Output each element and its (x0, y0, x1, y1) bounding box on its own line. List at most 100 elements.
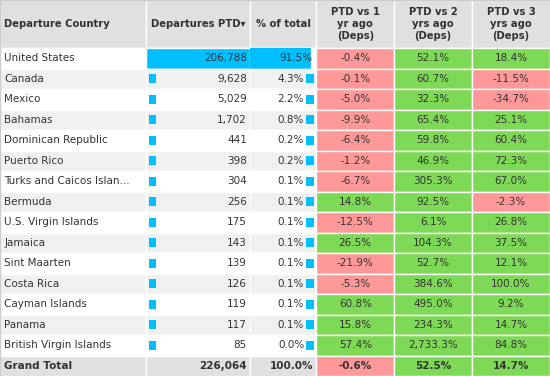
Text: 72.3%: 72.3% (494, 156, 527, 166)
Text: -5.0%: -5.0% (340, 94, 370, 105)
Text: 18.4%: 18.4% (494, 53, 527, 64)
Bar (0, 110, 146, 130)
Bar (394, 110, 472, 130)
Bar (149, 238, 156, 247)
Text: 305.3%: 305.3% (413, 176, 453, 186)
Bar (250, 89, 316, 110)
Bar (149, 156, 156, 165)
Bar (316, 110, 394, 130)
Text: 2,733.3%: 2,733.3% (408, 340, 458, 350)
Text: 100.0%: 100.0% (491, 279, 531, 289)
Bar (472, 356, 550, 376)
Bar (146, 253, 250, 274)
Bar (306, 279, 313, 288)
Bar (0, 0, 146, 48)
Text: 0.2%: 0.2% (278, 135, 304, 146)
Text: British Virgin Islands: British Virgin Islands (4, 340, 112, 350)
Bar (149, 218, 156, 227)
Bar (250, 151, 316, 171)
Bar (306, 115, 313, 124)
Text: Costa Rica: Costa Rica (4, 279, 59, 289)
Bar (146, 68, 250, 89)
Bar (394, 356, 472, 376)
Text: PTD vs 3
yrs ago
(Deps): PTD vs 3 yrs ago (Deps) (487, 7, 535, 41)
Text: United States: United States (4, 53, 75, 64)
Bar (0, 356, 146, 376)
Bar (472, 253, 550, 274)
Bar (146, 274, 250, 294)
Text: 5,029: 5,029 (217, 94, 247, 105)
Text: 14.7%: 14.7% (493, 361, 529, 371)
Bar (250, 314, 316, 335)
Text: 0.1%: 0.1% (278, 176, 304, 186)
Bar (146, 356, 250, 376)
Text: 52.1%: 52.1% (416, 53, 450, 64)
Bar (250, 192, 316, 212)
Text: -1.2%: -1.2% (340, 156, 370, 166)
Bar (149, 320, 156, 329)
Bar (316, 151, 394, 171)
Bar (306, 300, 313, 309)
Bar (149, 279, 156, 288)
Bar (472, 0, 550, 48)
Bar (146, 294, 250, 314)
Text: 0.2%: 0.2% (278, 156, 304, 166)
Bar (250, 48, 311, 68)
Text: Departure Country: Departure Country (4, 19, 110, 29)
Bar (250, 335, 316, 356)
Bar (250, 0, 316, 48)
Bar (250, 212, 316, 232)
Text: 26.5%: 26.5% (339, 238, 372, 248)
Bar (250, 232, 316, 253)
Bar (250, 68, 316, 89)
Text: -2.3%: -2.3% (496, 197, 526, 207)
Bar (250, 192, 316, 212)
Text: 398: 398 (227, 156, 247, 166)
Bar (146, 294, 250, 314)
Text: Cayman Islands: Cayman Islands (4, 299, 87, 309)
Bar (146, 212, 250, 232)
Bar (306, 341, 313, 350)
Bar (472, 151, 550, 171)
Text: 37.5%: 37.5% (494, 238, 527, 248)
Bar (316, 68, 394, 89)
Text: -0.6%: -0.6% (339, 361, 372, 371)
Bar (146, 192, 250, 212)
Bar (250, 356, 316, 376)
Text: 84.8%: 84.8% (494, 340, 527, 350)
Text: 46.9%: 46.9% (416, 156, 450, 166)
Bar (149, 177, 156, 186)
Text: 59.8%: 59.8% (416, 135, 450, 146)
Bar (316, 274, 394, 294)
Text: 60.8%: 60.8% (339, 299, 372, 309)
Text: 0.1%: 0.1% (278, 238, 304, 248)
Bar (394, 48, 472, 68)
Text: 91.5%: 91.5% (280, 53, 313, 64)
Bar (146, 68, 250, 89)
Bar (0, 232, 146, 253)
Bar (316, 89, 394, 110)
Bar (146, 0, 250, 48)
Bar (250, 171, 316, 192)
Bar (146, 151, 250, 171)
Text: 226,064: 226,064 (199, 361, 247, 371)
Text: 26.8%: 26.8% (494, 217, 527, 227)
Text: -11.5%: -11.5% (492, 74, 530, 84)
Text: 304: 304 (227, 176, 247, 186)
Text: 0.8%: 0.8% (278, 115, 304, 125)
Bar (311, 48, 316, 68)
Bar (316, 335, 394, 356)
Bar (149, 115, 156, 124)
Bar (0, 253, 146, 274)
Text: 12.1%: 12.1% (494, 258, 527, 268)
Text: 67.0%: 67.0% (494, 176, 527, 186)
Bar (146, 356, 250, 376)
Text: -6.4%: -6.4% (340, 135, 370, 146)
Text: 126: 126 (227, 279, 247, 289)
Bar (306, 95, 313, 104)
Bar (149, 259, 156, 268)
Bar (146, 89, 250, 110)
Text: 0.1%: 0.1% (278, 279, 304, 289)
Text: Grand Total: Grand Total (4, 361, 73, 371)
Bar (250, 232, 316, 253)
